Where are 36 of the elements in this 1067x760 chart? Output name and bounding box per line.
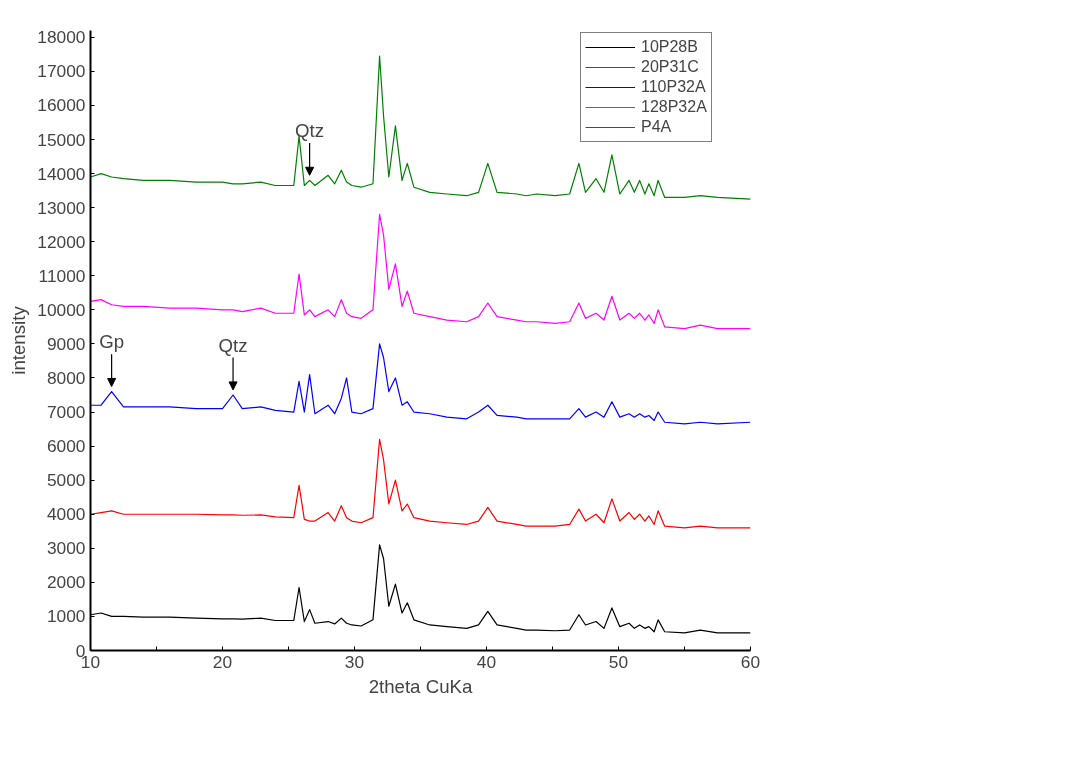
legend-label: 10P28B <box>641 37 698 57</box>
legend-label: 110P32A <box>641 77 706 97</box>
y-tick-label: 8000 <box>46 367 86 388</box>
y-tick-label: 9000 <box>46 333 86 354</box>
annotation: Gp <box>99 331 125 353</box>
annotation: Qtz <box>295 120 325 142</box>
x-tick-label: 60 <box>740 651 761 672</box>
y-axis-title: intensity <box>8 305 30 375</box>
legend-label: P4A <box>641 117 672 137</box>
legend-label: 128P32A <box>641 97 707 117</box>
y-tick-label: 1000 <box>46 606 86 627</box>
y-tick-label: 3000 <box>46 538 86 559</box>
legend-label: 20P31C <box>641 57 699 77</box>
y-tick-label: 4000 <box>46 504 86 525</box>
x-tick-label: 40 <box>476 651 497 672</box>
y-tick-label: 2000 <box>46 572 86 593</box>
y-tick-label: 5000 <box>46 470 86 491</box>
y-tick-label: 7000 <box>46 402 86 423</box>
line-series <box>90 213 751 330</box>
line-series <box>90 438 751 529</box>
y-tick-label: 14000 <box>37 163 86 184</box>
y-tick-label: 12000 <box>37 231 86 252</box>
y-tick-label: 17000 <box>37 61 86 82</box>
y-tick-label: 16000 <box>37 95 86 116</box>
y-tick-label: 10000 <box>37 299 86 320</box>
annotation: Qtz <box>218 334 248 356</box>
x-tick-label: 30 <box>344 651 365 672</box>
y-tick-label: 15000 <box>37 129 86 150</box>
x-tick-label: 20 <box>212 651 233 672</box>
y-tick-label: 13000 <box>37 197 86 218</box>
y-tick-label: 11000 <box>38 265 86 286</box>
y-tick-label: 18000 <box>37 27 86 48</box>
x-tick-label: 50 <box>608 651 629 672</box>
line-series <box>90 55 751 200</box>
y-tick-label: 6000 <box>46 436 86 457</box>
x-axis-title: 2theta CuKa <box>368 675 473 697</box>
